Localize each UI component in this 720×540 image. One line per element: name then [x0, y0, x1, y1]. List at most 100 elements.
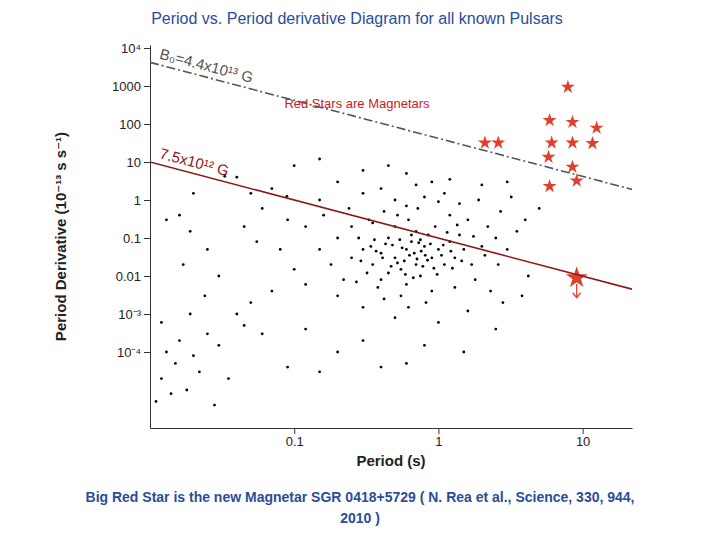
- pulsar-point: [217, 275, 220, 278]
- pulsar-point: [400, 268, 403, 271]
- magnetar-star: [565, 160, 579, 173]
- pulsar-point: [165, 218, 168, 221]
- pulsar-point: [366, 272, 369, 275]
- pulsar-point: [336, 294, 339, 297]
- y-tick-label: 10⁻³: [118, 307, 141, 322]
- pulsar-point: [213, 404, 216, 407]
- pulsar-point: [446, 231, 449, 234]
- pulsar-point: [255, 240, 258, 243]
- pulsar-point: [443, 263, 446, 266]
- magnetar-star: [543, 179, 557, 192]
- pulsar-point: [206, 332, 209, 335]
- pulsar-point: [336, 351, 339, 354]
- pulsar-point: [453, 256, 456, 259]
- y-tick-label: 0.01: [116, 269, 141, 284]
- pulsar-point: [362, 339, 365, 342]
- pulsar-point: [430, 256, 433, 259]
- y-tick-label: 10⁴: [121, 41, 141, 56]
- magnetar-star: [590, 121, 604, 134]
- pulsar-point: [348, 207, 351, 210]
- magnetar-star: [491, 135, 505, 148]
- plot-area: [150, 62, 632, 406]
- pulsar-point: [380, 187, 383, 190]
- pulsar-point: [407, 306, 410, 309]
- y-tick-mark: [144, 86, 150, 87]
- x-axis-title: Period (s): [356, 452, 425, 469]
- pulsar-point: [415, 183, 418, 186]
- pulsar-point: [243, 324, 246, 327]
- pulsar-point: [499, 210, 502, 213]
- pulsar-point: [383, 297, 386, 300]
- pulsar-point: [170, 392, 173, 395]
- pulsar-point: [336, 180, 339, 183]
- pulsar-point: [279, 248, 282, 251]
- pulsar-point: [227, 377, 230, 380]
- scatter-series: [478, 80, 604, 192]
- pulsar-point: [160, 377, 163, 380]
- pulsar-point: [182, 263, 185, 266]
- pulsar-point: [394, 199, 397, 202]
- pulsar-point: [501, 301, 504, 304]
- pulsar-point: [375, 250, 378, 253]
- pulsar-point: [425, 301, 428, 304]
- pulsar-point: [192, 354, 195, 357]
- pulsar-point: [442, 244, 445, 247]
- pulsar-point: [515, 230, 518, 233]
- title: Period vs. Period derivative Diagram for…: [151, 10, 563, 27]
- pulsar-point: [369, 245, 372, 248]
- pulsar-point: [404, 273, 407, 276]
- y-tick: 0.1: [123, 231, 150, 246]
- y-tick-mark: [144, 314, 150, 315]
- pulsar-point: [371, 221, 374, 224]
- y-tick: 10: [127, 155, 150, 170]
- pulsar-point: [506, 180, 509, 183]
- magnetar-star: [543, 113, 557, 126]
- pulsar-point: [178, 339, 181, 342]
- pulsar-point: [249, 192, 252, 195]
- scatter-series: [155, 158, 541, 407]
- pulsar-point: [524, 218, 527, 221]
- pulsar-point: [421, 265, 424, 268]
- pulsar-point: [538, 207, 541, 210]
- pulsar-point: [398, 238, 401, 241]
- pulsar-point: [235, 313, 238, 316]
- pulsar-point: [249, 301, 252, 304]
- pulsar-point: [286, 218, 289, 221]
- pulsar-point: [318, 248, 321, 251]
- y-tick-mark: [144, 238, 150, 239]
- pulsar-point: [410, 234, 413, 237]
- y-tick: 100: [119, 117, 150, 132]
- pulsar-point: [174, 362, 177, 365]
- pulsar-point: [472, 235, 475, 238]
- pulsar-point: [497, 263, 500, 266]
- pulsar-point: [336, 237, 339, 240]
- pulsar-point: [405, 172, 408, 175]
- pulsar-point: [419, 238, 422, 241]
- pulsar-point: [415, 263, 418, 266]
- x-tick-label: 1: [435, 434, 442, 449]
- pulsar-point: [396, 214, 399, 217]
- pulsar-point: [456, 224, 459, 227]
- pulsar-point: [437, 321, 440, 324]
- field-line: [150, 62, 632, 189]
- pulsar-point: [217, 344, 220, 347]
- caption: Big Red Star is the new Magnetar SGR 041…: [86, 489, 635, 505]
- annotation: Red Stars are Magnetars: [284, 96, 430, 111]
- pulsar-point: [405, 204, 408, 207]
- pulsar-point: [410, 240, 413, 243]
- pulsar-point: [423, 196, 426, 199]
- pulsar-point: [286, 366, 289, 369]
- pulsar-point: [437, 248, 440, 251]
- pulsar-point: [416, 258, 419, 261]
- pulsar-point: [451, 267, 454, 270]
- pulsar-point: [362, 169, 365, 172]
- caption: 2010 ): [340, 510, 380, 526]
- line-label: B₀=4.4x10¹³ G: [158, 45, 255, 86]
- y-tick-label: 10⁻⁴: [117, 345, 141, 360]
- pulsar-point: [417, 241, 420, 244]
- pulsar-point: [189, 313, 192, 316]
- pulsar-point: [387, 272, 390, 275]
- y-tick-label: 1000: [112, 79, 141, 94]
- pulsar-point: [413, 252, 416, 255]
- x-tick-mark: [294, 428, 295, 434]
